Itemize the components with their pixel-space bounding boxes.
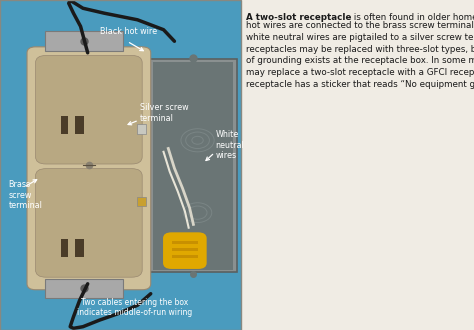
Bar <box>75 116 84 134</box>
FancyBboxPatch shape <box>36 169 142 277</box>
FancyBboxPatch shape <box>27 47 151 290</box>
Bar <box>61 239 68 257</box>
Text: Black hot wire: Black hot wire <box>100 27 157 36</box>
Text: A two-slot receptacle: A two-slot receptacle <box>246 13 351 21</box>
Bar <box>153 62 233 270</box>
Text: is often found in older homes. The black: is often found in older homes. The black <box>351 13 474 21</box>
Text: White
neutral
wires: White neutral wires <box>216 130 245 160</box>
Bar <box>172 255 198 258</box>
Bar <box>137 197 146 206</box>
Bar <box>61 116 68 134</box>
FancyBboxPatch shape <box>36 55 142 164</box>
FancyBboxPatch shape <box>163 232 207 269</box>
Bar <box>172 248 198 251</box>
Text: hot wires are connected to the brass screw terminals, and the
white neutral wire: hot wires are connected to the brass scr… <box>246 21 474 88</box>
Bar <box>45 279 123 298</box>
Text: Two cables entering the box
indicates middle-of-run wiring: Two cables entering the box indicates mi… <box>77 298 193 317</box>
Text: Brass
screw
terminal: Brass screw terminal <box>9 181 42 210</box>
Bar <box>0 0 241 330</box>
Bar <box>137 124 146 134</box>
Bar <box>75 239 84 257</box>
Text: Silver screw
terminal: Silver screw terminal <box>140 103 189 122</box>
Bar <box>45 31 123 51</box>
Bar <box>149 59 237 272</box>
Bar <box>0 0 241 330</box>
Bar <box>172 241 198 244</box>
